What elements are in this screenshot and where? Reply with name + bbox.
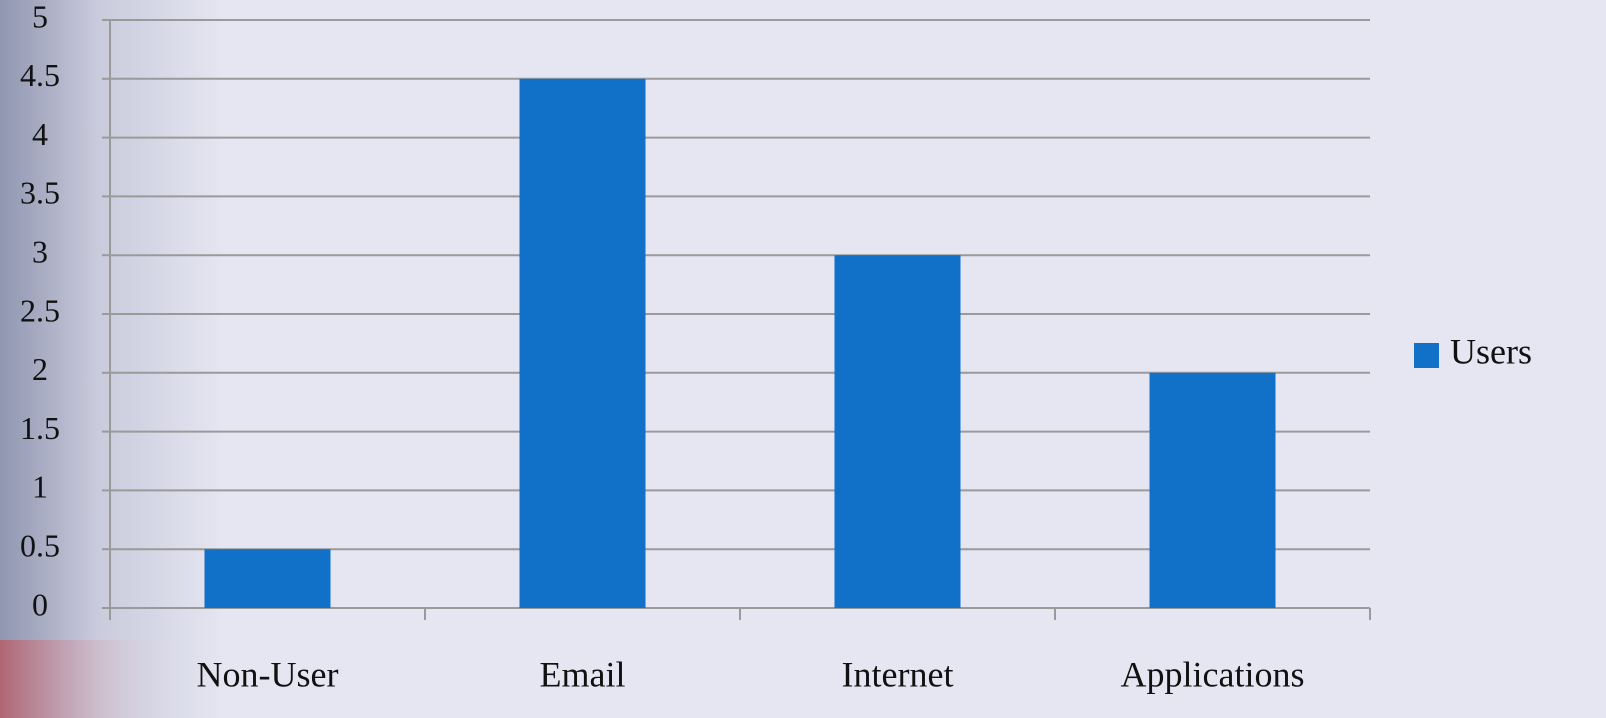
y-tick-label: 0.5 xyxy=(20,528,60,564)
y-tick-label: 1.5 xyxy=(20,410,60,446)
x-tick-label: Email xyxy=(540,654,626,694)
x-tick-label: Applications xyxy=(1121,654,1305,694)
x-tick-label: Internet xyxy=(842,654,954,694)
y-tick-label: 1 xyxy=(32,469,48,505)
bar xyxy=(519,78,646,609)
bar xyxy=(204,549,331,608)
y-tick-label: 2 xyxy=(32,351,48,387)
y-tick-label: 3.5 xyxy=(20,175,60,211)
background-stripe xyxy=(0,640,600,718)
y-tick-label: 4.5 xyxy=(20,57,60,93)
y-tick-label: 3 xyxy=(32,234,48,270)
legend-label: Users xyxy=(1450,331,1532,371)
bar xyxy=(1149,372,1276,608)
legend-swatch xyxy=(1414,343,1439,368)
y-tick-label: 2.5 xyxy=(20,292,60,328)
y-tick-label: 4 xyxy=(32,116,48,152)
bar xyxy=(834,255,961,608)
y-tick-label: 0 xyxy=(32,586,48,622)
x-tick-label: Non-User xyxy=(197,654,339,694)
y-tick-label: 5 xyxy=(32,0,48,34)
